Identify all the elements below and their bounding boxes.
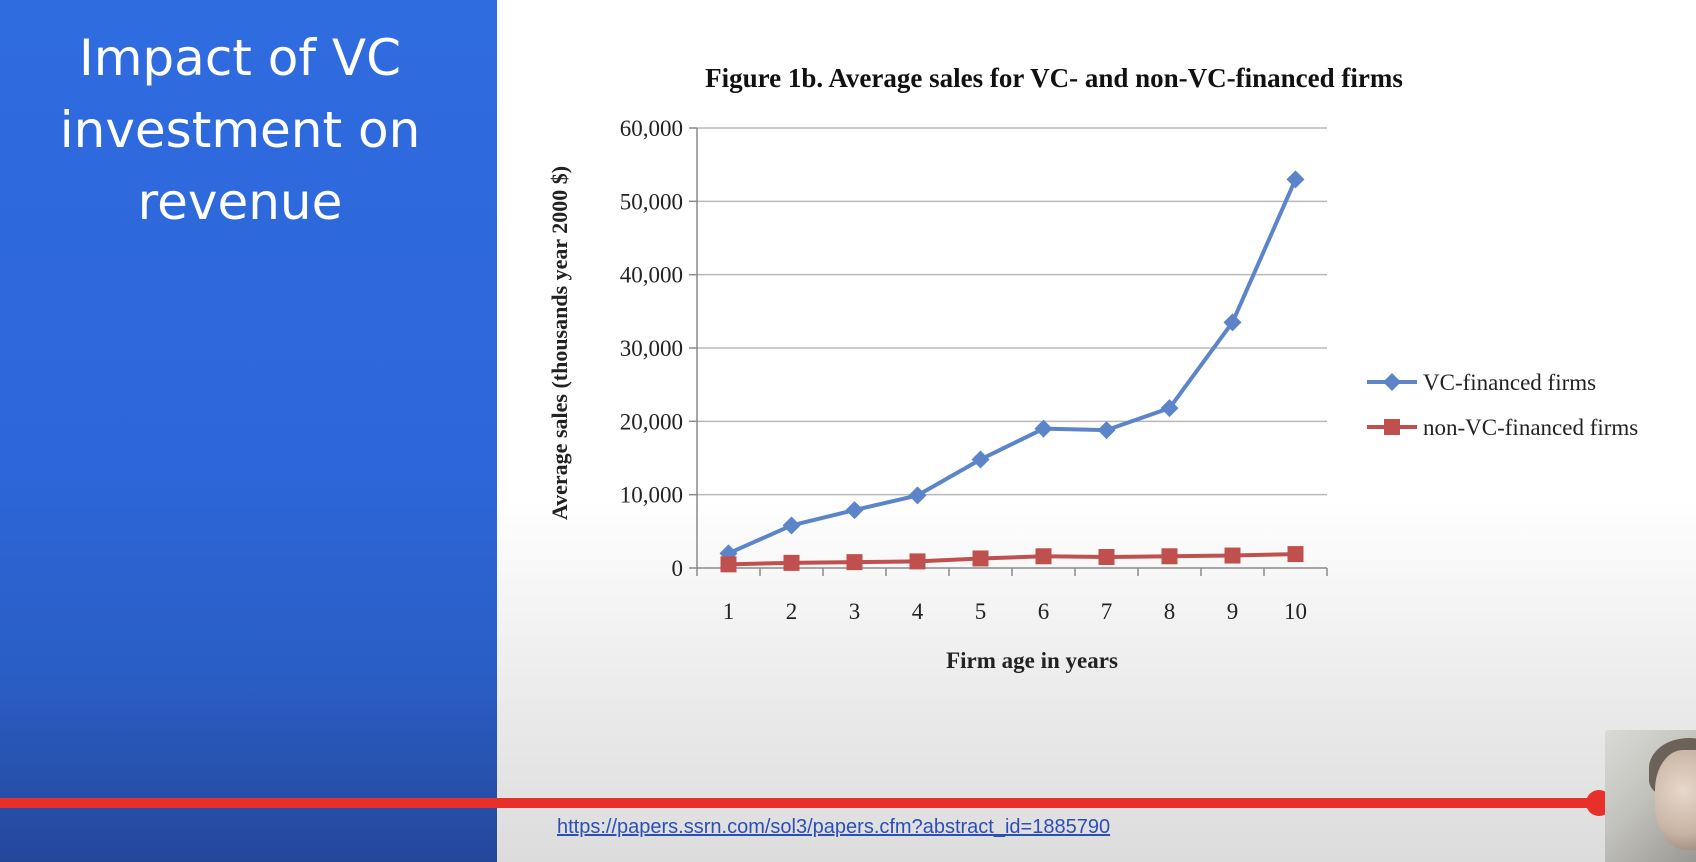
x-axis-label: Firm age in years <box>946 648 1118 673</box>
y-tick-label: 60,000 <box>620 116 683 141</box>
y-tick-label: 30,000 <box>620 336 683 361</box>
data-point-non-vc <box>783 554 800 571</box>
data-point-vc <box>845 501 864 520</box>
data-point-vc <box>908 486 927 505</box>
slide-title-panel: Impact of VC investment on revenue <box>0 0 497 862</box>
chart-panel: Figure 1b. Average sales for VC- and non… <box>497 0 1696 862</box>
y-tick-label: 50,000 <box>620 189 683 214</box>
y-tick-label: 0 <box>672 556 684 581</box>
presenter-face <box>1655 750 1696 850</box>
x-tick-label: 8 <box>1164 599 1176 624</box>
y-tick-label: 10,000 <box>620 483 683 508</box>
series-line-vc <box>727 178 1298 556</box>
data-point-non-vc <box>972 550 989 567</box>
data-point-non-vc <box>1098 549 1115 565</box>
x-tick-label: 1 <box>723 599 735 624</box>
legend-marker-non-vc <box>1384 419 1400 435</box>
chart-title: Figure 1b. Average sales for VC- and non… <box>705 63 1403 93</box>
x-tick-label: 3 <box>849 599 861 624</box>
legend-label-non-vc: non-VC-financed firms <box>1423 415 1638 440</box>
legend-label-vc: VC-financed firms <box>1423 370 1596 395</box>
y-tick-label: 40,000 <box>620 263 683 288</box>
data-point-vc <box>1160 399 1179 418</box>
sales-line-chart: Figure 1b. Average sales for VC- and non… <box>547 63 1638 673</box>
x-tick-label: 9 <box>1227 599 1239 624</box>
data-point-non-vc <box>846 554 863 571</box>
data-point-vc <box>782 516 801 535</box>
data-point-vc <box>971 450 990 469</box>
data-point-vc <box>1097 421 1116 440</box>
series-line-non-vc <box>728 552 1296 567</box>
data-point-non-vc <box>1224 547 1241 564</box>
x-tick-label: 10 <box>1284 599 1307 624</box>
slide-title: Impact of VC investment on revenue <box>59 29 421 231</box>
x-tick-label: 6 <box>1038 599 1050 624</box>
data-point-vc <box>1286 170 1305 189</box>
x-tick-label: 2 <box>786 599 798 624</box>
data-point-non-vc <box>1161 548 1178 565</box>
data-point-non-vc <box>720 556 737 573</box>
webcam-thumbnail <box>1605 730 1696 862</box>
x-tick-label: 5 <box>975 599 987 624</box>
legend-marker-vc <box>1383 373 1401 391</box>
x-tick-label: 4 <box>912 599 924 624</box>
y-tick-label: 20,000 <box>620 409 683 434</box>
data-point-non-vc <box>1035 548 1052 565</box>
data-point-non-vc <box>909 553 926 570</box>
video-progress-fill <box>0 798 1600 808</box>
x-tick-label: 7 <box>1101 599 1113 624</box>
source-link[interactable]: https://papers.ssrn.com/sol3/papers.cfm?… <box>557 816 1111 838</box>
y-axis-label: Average sales (thousands year 2000 $) <box>547 166 572 520</box>
data-point-non-vc <box>1287 546 1304 563</box>
data-point-vc <box>1223 313 1242 332</box>
data-point-vc <box>1034 419 1053 438</box>
